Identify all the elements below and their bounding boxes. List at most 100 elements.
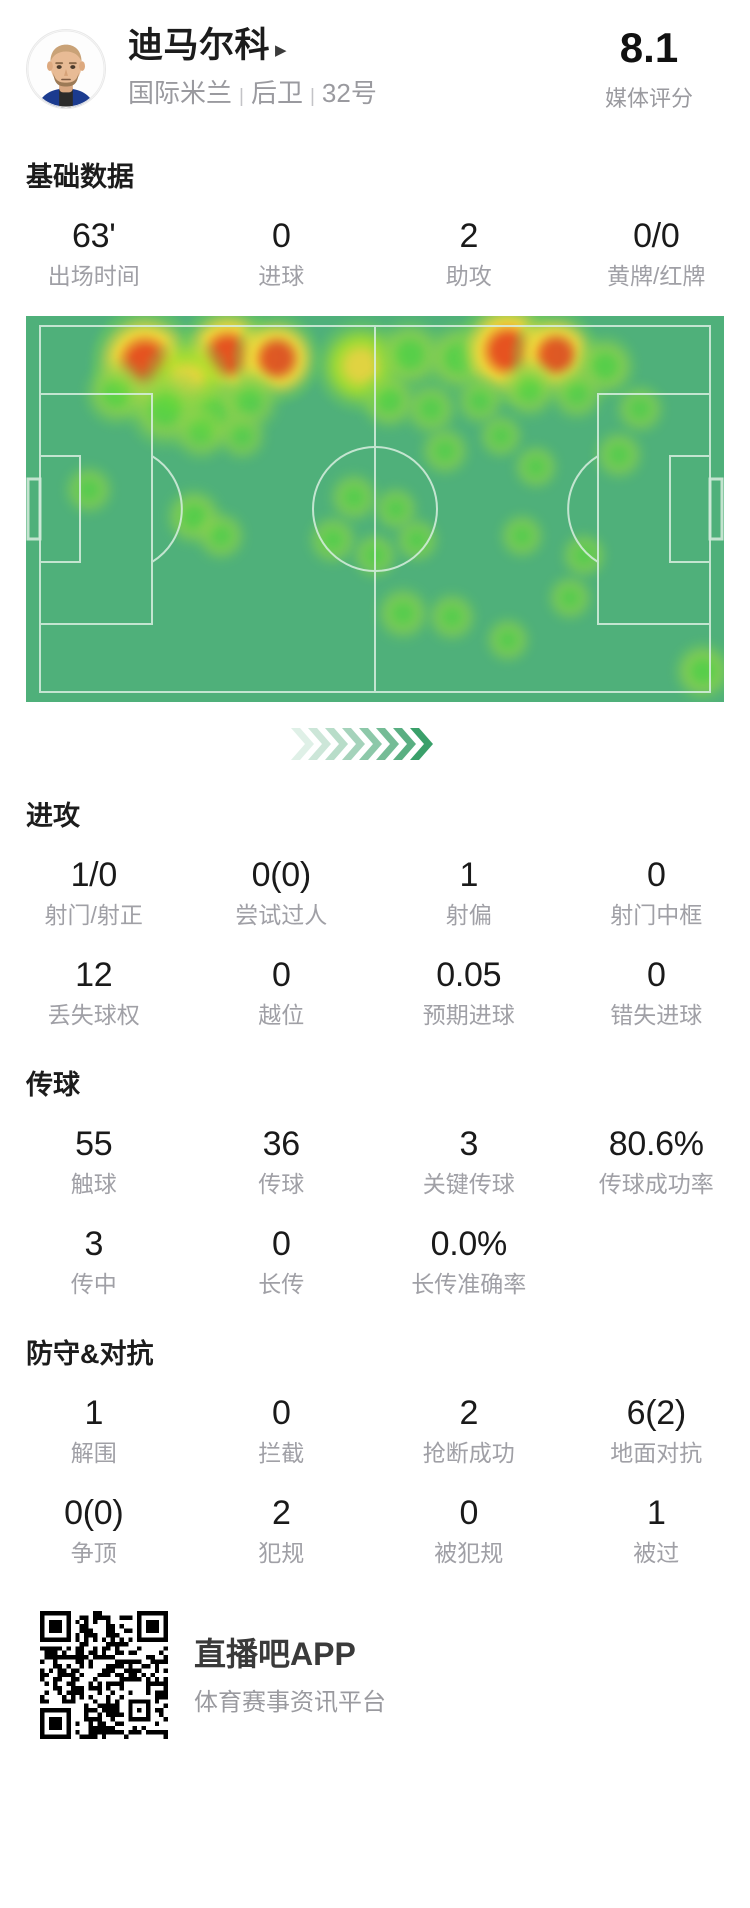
stat-label: 射偏 xyxy=(445,902,492,928)
stat-value: 0 xyxy=(271,956,291,994)
stat-row: 0(0) 争顶 2 犯规 0 被犯规 1 被过 xyxy=(0,1479,750,1579)
stat-cell-crosses: 3 传中 xyxy=(0,1210,188,1310)
stat-cell-big-chances-missed: 0 错失进球 xyxy=(563,941,750,1041)
stat-cell-shots-off-target: 1 射偏 xyxy=(375,841,563,941)
stat-value: 0.0% xyxy=(430,1225,508,1263)
stat-cell-expected-goals: 0.05 预期进球 xyxy=(375,941,563,1041)
shirt-number: 32号 xyxy=(321,78,377,108)
stat-cell-key-passes: 3 关键传球 xyxy=(375,1110,563,1210)
stat-label: 助攻 xyxy=(445,263,492,289)
stat-row: 1/0 射门/射正 0(0) 尝试过人 1 射偏 0 射门中框 xyxy=(0,841,750,941)
heat-point xyxy=(593,428,646,482)
heat-point xyxy=(497,511,546,561)
player-position: 后卫 xyxy=(250,78,303,108)
stat-cell-pass-accuracy: 80.6% 传球成功率 xyxy=(563,1110,750,1210)
stat-cell-minutes: 63' 出场时间 xyxy=(0,202,188,302)
stat-label: 传中 xyxy=(70,1271,117,1297)
stat-label: 射门/射正 xyxy=(44,902,143,928)
stat-value: 0 xyxy=(271,1394,291,1432)
player-name-row[interactable]: 迪马尔科 ▶ xyxy=(128,24,574,68)
stat-value: 3 xyxy=(84,1225,104,1263)
stat-value: 6(2) xyxy=(626,1394,687,1432)
heat-point xyxy=(498,358,559,421)
stat-cell-clearances: 1 解围 xyxy=(0,1379,188,1479)
heat-point xyxy=(483,615,532,665)
stat-label: 进球 xyxy=(258,263,305,289)
heat-point xyxy=(307,513,360,567)
app-info: 直播吧APP 体育赛事资讯平台 xyxy=(194,1634,386,1717)
stat-value: 2 xyxy=(459,217,479,255)
stat-row: 55 触球 36 传球 3 关键传球 80.6% 传球成功率 xyxy=(0,1110,750,1210)
app-name: 直播吧APP xyxy=(194,1635,356,1672)
stat-cell-placeholder xyxy=(563,1210,750,1310)
stat-row: 3 传中 0 长传 0.0% 长传准确率 xyxy=(0,1210,750,1310)
stat-label: 犯规 xyxy=(258,1540,305,1566)
stat-value: 55 xyxy=(75,1125,113,1163)
heatmap-layer xyxy=(26,316,724,702)
stat-label: 传球 xyxy=(258,1171,305,1197)
stat-label: 黄牌/红牌 xyxy=(607,263,706,289)
heat-point xyxy=(374,584,431,642)
stat-label: 被过 xyxy=(633,1540,680,1566)
stat-label: 丢失球权 xyxy=(47,1002,140,1028)
stat-value: 1/0 xyxy=(70,856,118,894)
pitch xyxy=(26,316,724,702)
stat-label: 拦截 xyxy=(258,1440,305,1466)
stat-value: 63' xyxy=(72,217,116,255)
section-title-passing: 传球 xyxy=(26,1070,80,1100)
stat-value: 0 xyxy=(646,956,666,994)
stat-value: 0/0 xyxy=(633,217,680,255)
stat-cell-assists: 2 助攻 xyxy=(375,202,563,302)
meta-separator-1: | xyxy=(239,86,244,107)
team-name: 国际米兰 xyxy=(128,78,233,108)
player-header: 迪马尔科 ▶ 国际米兰 | 后卫 | 32号 8.1 媒体评分 xyxy=(0,0,750,133)
heat-point xyxy=(418,424,471,478)
stat-label: 射门中框 xyxy=(610,902,703,928)
stat-label: 长传 xyxy=(258,1271,305,1297)
app-promo-footer: 直播吧APP 体育赛事资讯平台 xyxy=(0,1579,750,1769)
stat-cell-long-balls: 0 长传 xyxy=(188,1210,376,1310)
stat-cell-offside: 0 越位 xyxy=(188,941,376,1041)
stat-cell-fouls: 2 犯规 xyxy=(188,1479,376,1579)
rating-value: 8.1 xyxy=(619,24,679,71)
stat-label: 被犯规 xyxy=(434,1540,504,1566)
stat-cell-touches: 55 触球 xyxy=(0,1110,188,1210)
stat-cell-shots: 1/0 射门/射正 xyxy=(0,841,188,941)
stat-value: 1 xyxy=(84,1394,104,1432)
stat-label: 触球 xyxy=(70,1171,117,1197)
stat-label: 尝试过人 xyxy=(235,902,328,928)
player-meta: 国际米兰 | 后卫 | 32号 xyxy=(128,77,574,113)
stat-cell-woodwork: 0 射门中框 xyxy=(563,841,750,941)
rating-label: 媒体评分 xyxy=(604,86,693,111)
stat-value: 0(0) xyxy=(64,1494,124,1532)
heat-point xyxy=(216,409,269,463)
stat-cell-goals: 0 进球 xyxy=(188,202,376,302)
stat-value: 0 xyxy=(271,1225,291,1263)
app-tagline: 体育赛事资讯平台 xyxy=(194,1688,386,1716)
stat-label: 预期进球 xyxy=(422,1002,515,1028)
stat-value: 2 xyxy=(459,1394,479,1432)
avatar xyxy=(26,28,106,109)
heat-point xyxy=(511,441,560,492)
triangle-right-icon[interactable]: ▶ xyxy=(275,41,287,59)
stat-row: 63' 出场时间 0 进球 2 助攻 0/0 黄牌/红牌 xyxy=(0,202,750,302)
stat-label: 长传准确率 xyxy=(411,1271,527,1297)
stat-value: 0.05 xyxy=(436,956,502,994)
heat-point xyxy=(62,463,115,517)
stat-cell-long-ball-accuracy: 0.0% 长传准确率 xyxy=(375,1210,563,1310)
stat-cell-passes: 36 传球 xyxy=(188,1110,376,1210)
meta-separator-2: | xyxy=(309,86,315,107)
section-title-defence: 防守&对抗 xyxy=(26,1339,154,1369)
qr-code-svg xyxy=(40,1611,168,1739)
stat-label: 抢断成功 xyxy=(422,1440,515,1466)
stat-value: 80.6% xyxy=(608,1125,704,1163)
heat-point xyxy=(560,530,609,580)
attack-direction xyxy=(0,702,750,772)
player-identity: 迪马尔科 ▶ 国际米兰 | 后卫 | 32号 xyxy=(128,24,574,113)
section-title-basic: 基础数据 xyxy=(26,162,134,192)
stat-cell-aerial-duels: 0(0) 争顶 xyxy=(0,1479,188,1579)
heat-point xyxy=(425,590,478,644)
stat-cell-dribbles: 0(0) 尝试过人 xyxy=(188,841,376,941)
qr-code-icon[interactable] xyxy=(40,1611,168,1739)
stat-cell-tackles-won: 2 抢断成功 xyxy=(375,1379,563,1479)
